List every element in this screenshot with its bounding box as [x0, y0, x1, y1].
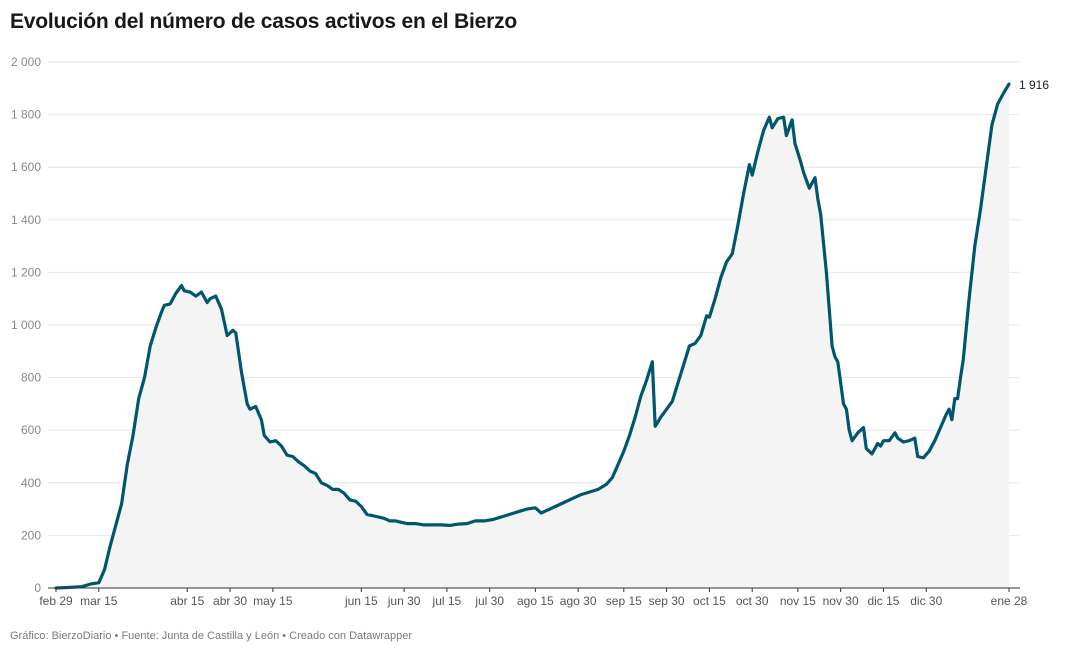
x-tick-label: mar 15 — [80, 594, 118, 608]
chart-footer: Gráfico: BierzoDiario • Fuente: Junta de… — [10, 630, 413, 642]
y-tick-label: 1 200 — [11, 265, 41, 279]
x-tick-label: ene 28 — [991, 594, 1028, 608]
x-tick-label: ago 30 — [560, 594, 597, 608]
x-tick-label: nov 30 — [823, 594, 859, 608]
chart-title: Evolución del número de casos activos en… — [10, 10, 517, 33]
y-tick-label: 1 400 — [11, 213, 41, 227]
y-tick-label: 1 000 — [11, 318, 41, 332]
area-fill-layer — [56, 84, 1009, 588]
area-fill — [56, 84, 1009, 588]
x-tick-label: abr 30 — [213, 594, 247, 608]
y-tick-label: 2 000 — [11, 55, 41, 69]
x-tick-label: jun 15 — [344, 594, 378, 608]
x-axis — [48, 587, 1020, 592]
x-tick-label: dic 30 — [910, 594, 942, 608]
x-tick-label: abr 15 — [170, 594, 204, 608]
series-line-layer — [54, 82, 1011, 590]
y-tick-label: 400 — [21, 476, 41, 490]
x-tick-label: feb 29 — [39, 594, 73, 608]
x-tick-label: nov 15 — [780, 594, 816, 608]
x-tick-label: dic 15 — [867, 594, 899, 608]
x-tick-label: sep 30 — [649, 594, 685, 608]
end-value-label: 1 916 — [1019, 78, 1049, 92]
x-tick-label: ago 15 — [517, 594, 554, 608]
x-tick-label: may 15 — [253, 594, 293, 608]
series-line — [54, 82, 1011, 590]
x-tick-label: jul 15 — [432, 594, 462, 608]
y-tick-label: 1 600 — [11, 160, 41, 174]
x-tick-label: oct 15 — [693, 594, 726, 608]
tick-labels: 0 200 400 600 800 1 000 1 200 1 400 1 600 1 800 2 … — [11, 55, 1049, 608]
y-tick-label: 0 — [34, 581, 41, 595]
y-tick-label: 600 — [21, 423, 41, 437]
y-tick-label: 1 800 — [11, 108, 41, 122]
y-tick-label: 800 — [21, 371, 41, 385]
x-tick-label: sep 15 — [606, 594, 642, 608]
y-tick-label: 200 — [21, 528, 41, 542]
x-tick-label: jul 30 — [474, 594, 504, 608]
x-tick-label: oct 30 — [736, 594, 769, 608]
x-tick-label: jun 30 — [387, 594, 421, 608]
